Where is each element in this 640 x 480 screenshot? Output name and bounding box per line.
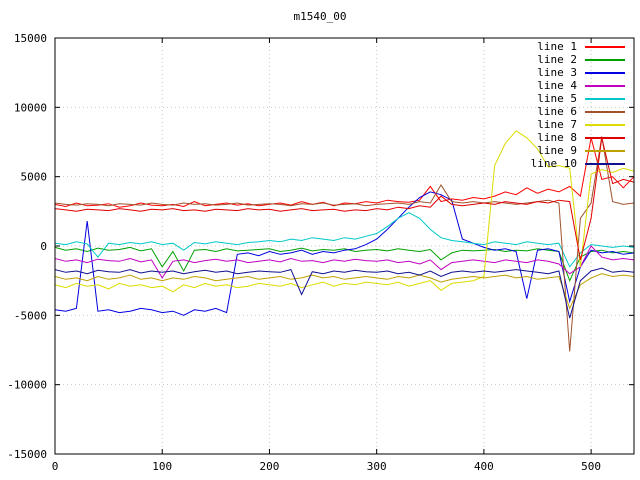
legend-item-line-6: line 6 <box>537 105 625 118</box>
legend-label: line 2 <box>537 53 577 66</box>
legend-item-line-7: line 7 <box>537 118 625 131</box>
legend-label: line 10 <box>530 157 577 170</box>
series-line-5 <box>55 212 634 268</box>
legend-item-line-9: line 9 <box>537 144 625 157</box>
x-tick-label: 100 <box>152 460 172 473</box>
series-line-9 <box>55 273 634 310</box>
y-tick-label: 0 <box>40 240 47 253</box>
legend-line-swatch <box>585 123 625 126</box>
legend-item-line-5: line 5 <box>537 92 625 105</box>
legend-item-line-4: line 4 <box>537 79 625 92</box>
legend-item-line-3: line 3 <box>537 66 625 79</box>
x-tick-label: 400 <box>474 460 494 473</box>
y-tick-label: 5000 <box>21 171 48 184</box>
y-tick-label: -5000 <box>14 309 47 322</box>
series-line-1 <box>55 137 634 208</box>
series-line-7 <box>55 130 634 293</box>
legend-label: line 3 <box>537 66 577 79</box>
x-tick-label: 500 <box>581 460 601 473</box>
x-tick-label: 0 <box>52 460 59 473</box>
legend-line-swatch <box>585 162 625 165</box>
legend-item-line-10: line 10 <box>531 157 625 170</box>
legend-line-swatch <box>585 136 625 139</box>
legend-label: line 9 <box>537 144 577 157</box>
legend-label: line 8 <box>537 131 577 144</box>
legend-label: line 1 <box>537 40 577 53</box>
y-tick-label: -15000 <box>7 448 47 461</box>
y-tick-label: 10000 <box>14 101 47 114</box>
legend: line 1 line 2 line 3 line 4 line 5 line 6 line… <box>531 40 625 170</box>
y-tick-label: 15000 <box>14 32 47 45</box>
legend-item-line-1: line 1 <box>537 40 625 53</box>
legend-label: line 5 <box>537 92 577 105</box>
legend-label: line 6 <box>537 105 577 118</box>
legend-line-swatch <box>585 71 625 74</box>
chart-title: m1540_00 <box>293 10 347 23</box>
x-tick-label: 300 <box>367 460 387 473</box>
legend-line-swatch <box>585 110 625 113</box>
legend-line-swatch <box>585 149 625 152</box>
series-line-8 <box>55 137 634 261</box>
legend-line-swatch <box>585 58 625 61</box>
series-line-2 <box>55 246 634 283</box>
legend-item-line-8: line 8 <box>537 131 625 144</box>
legend-line-swatch <box>585 45 625 48</box>
legend-label: line 4 <box>537 79 577 92</box>
legend-label: line 7 <box>537 118 577 131</box>
series-line-10 <box>55 267 634 319</box>
y-tick-label: -10000 <box>7 379 47 392</box>
legend-item-line-2: line 2 <box>537 53 625 66</box>
x-tick-label: 200 <box>260 460 280 473</box>
series-line-4 <box>55 245 634 279</box>
legend-line-swatch <box>585 97 625 100</box>
legend-line-swatch <box>585 84 625 87</box>
series-line-3 <box>55 191 634 316</box>
